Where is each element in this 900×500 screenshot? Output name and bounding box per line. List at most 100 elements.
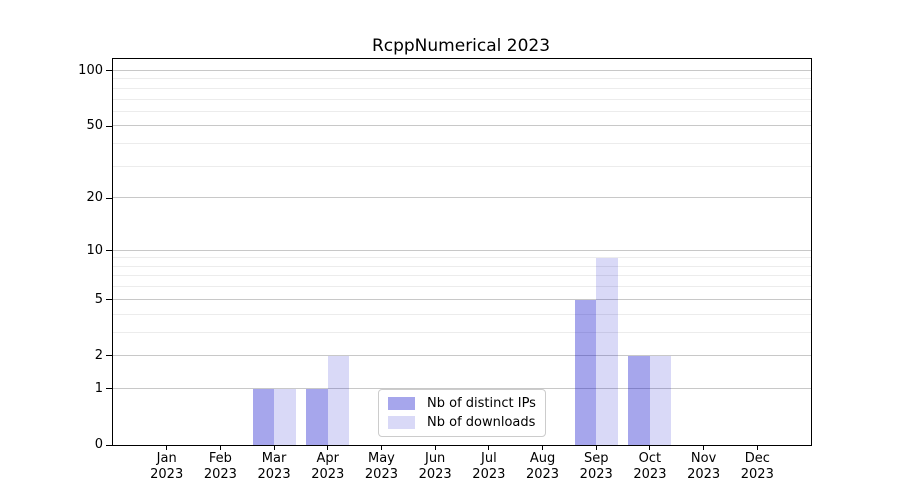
minor-gridline-7: [113, 275, 811, 277]
x-tick-month-may: May: [368, 451, 395, 466]
major-gridline-50: [113, 125, 811, 127]
x-tick-label-may: May 2023: [341, 451, 421, 483]
bar-sep-distinct-ips: [574, 299, 597, 445]
x-tick-aug: [542, 446, 544, 450]
x-tick-label-jul: Jul 2023: [449, 451, 529, 483]
y-tick-label-10: 10: [86, 242, 103, 258]
bar-apr-distinct-ips: [306, 388, 328, 445]
x-tick-oct: [649, 446, 651, 450]
major-gridline-2: [113, 354, 811, 356]
y-tick-label-100: 100: [78, 62, 103, 78]
x-tick-year-aug: 2023: [525, 467, 560, 482]
legend-label-downloads: Nb of downloads: [427, 415, 536, 430]
x-tick-year-feb: 2023: [203, 467, 237, 482]
legend-item-distinct-ips: Nb of distinct IPs: [388, 394, 536, 413]
x-tick-month-dec: Dec: [744, 451, 770, 466]
bar-sep-downloads: [596, 258, 618, 445]
x-tick-year-jun: 2023: [418, 467, 452, 482]
major-gridline-100: [113, 69, 811, 71]
x-tick-label-nov: Nov 2023: [664, 451, 744, 483]
y-tick-label-50: 50: [86, 118, 103, 134]
y-tick-label-0: 0: [94, 437, 103, 452]
x-tick-sep: [595, 446, 597, 450]
chart-title: RcppNumerical 2023: [371, 36, 551, 56]
y-tick-label-20: 20: [86, 190, 103, 206]
x-tick-nov: [703, 446, 705, 450]
minor-gridline-70: [113, 98, 811, 100]
x-tick-label-feb: Feb 2023: [180, 451, 260, 483]
x-tick-year-may: 2023: [364, 467, 398, 482]
x-tick-month-feb: Feb: [208, 451, 232, 466]
x-tick-label-aug: Aug 2023: [503, 451, 583, 483]
x-tick-year-dec: 2023: [740, 467, 774, 482]
x-tick-year-jan: 2023: [150, 467, 184, 482]
y-tick-label-2: 2: [94, 347, 103, 363]
legend-swatch-distinct-ips: [388, 397, 415, 410]
x-tick-year-oct: 2023: [633, 467, 667, 482]
x-tick-month-jan: Jan: [156, 451, 177, 466]
x-tick-year-jul: 2023: [472, 467, 506, 482]
x-tick-label-apr: Apr 2023: [288, 451, 368, 483]
minor-gridline-8: [113, 265, 811, 267]
x-tick-year-apr: 2023: [311, 467, 345, 482]
minor-gridline-80: [113, 87, 811, 89]
major-gridline-1: [113, 387, 811, 389]
bar-mar-downloads: [274, 388, 296, 445]
minor-gridline-6: [113, 286, 811, 288]
x-tick-year-mar: 2023: [257, 467, 291, 482]
x-tick-feb: [219, 446, 221, 450]
legend: Nb of distinct IPs Nb of downloads: [378, 389, 546, 437]
minor-gridline-30: [113, 165, 811, 167]
x-tick-month-jul: Jul: [481, 451, 497, 466]
minor-gridline-40: [113, 143, 811, 144]
x-tick-jan: [166, 446, 168, 450]
y-tick-label-1: 1: [94, 380, 103, 396]
bar-mar-distinct-ips: [252, 388, 275, 445]
bar-apr-downloads: [327, 355, 350, 445]
y-tick-20: [106, 197, 113, 199]
legend-swatch-downloads: [388, 416, 415, 429]
x-tick-month-mar: Mar: [261, 451, 287, 466]
minor-gridline-3: [113, 331, 811, 333]
minor-gridline-4: [113, 313, 811, 315]
y-tick-50: [106, 125, 113, 127]
x-tick-label-sep: Sep 2023: [556, 451, 636, 483]
bar-oct-distinct-ips: [628, 355, 650, 445]
plot-area: Nb of distinct IPs Nb of downloads: [112, 58, 812, 446]
x-tick-label-jan: Jan 2023: [127, 451, 207, 483]
x-tick-jun: [434, 446, 436, 450]
bar-oct-downloads: [649, 355, 672, 445]
minor-gridline-90: [113, 78, 811, 80]
x-tick-label-oct: Oct 2023: [610, 451, 690, 483]
x-tick-may: [380, 446, 382, 450]
y-tick-100: [106, 70, 113, 72]
x-tick-jul: [488, 446, 490, 450]
x-tick-label-mar: Mar 2023: [234, 451, 314, 483]
legend-label-distinct-ips: Nb of distinct IPs: [427, 396, 536, 411]
x-tick-year-sep: 2023: [579, 467, 613, 482]
y-tick-1: [106, 388, 113, 390]
x-tick-dec: [756, 446, 758, 450]
x-tick-month-jun: Jun: [424, 451, 446, 466]
y-tick-10: [106, 250, 113, 252]
y-tick-5: [106, 299, 113, 301]
x-tick-mar: [273, 446, 275, 450]
y-tick-0: [106, 444, 113, 446]
major-gridline-5: [113, 298, 811, 300]
x-tick-label-jun: Jun 2023: [395, 451, 475, 483]
minor-gridline-9: [113, 257, 811, 259]
y-tick-label-5: 5: [94, 291, 103, 307]
x-tick-month-sep: Sep: [583, 451, 609, 466]
x-tick-month-nov: Nov: [690, 451, 717, 466]
x-tick-month-aug: Aug: [529, 451, 556, 466]
major-gridline-20: [113, 197, 811, 199]
x-tick-month-oct: Oct: [638, 451, 662, 466]
x-tick-apr: [327, 446, 329, 450]
legend-item-downloads: Nb of downloads: [388, 413, 536, 432]
minor-gridline-60: [113, 110, 811, 112]
x-tick-year-nov: 2023: [687, 467, 721, 482]
y-tick-2: [106, 355, 113, 357]
x-tick-label-dec: Dec 2023: [717, 451, 797, 483]
x-tick-month-apr: Apr: [316, 451, 340, 466]
